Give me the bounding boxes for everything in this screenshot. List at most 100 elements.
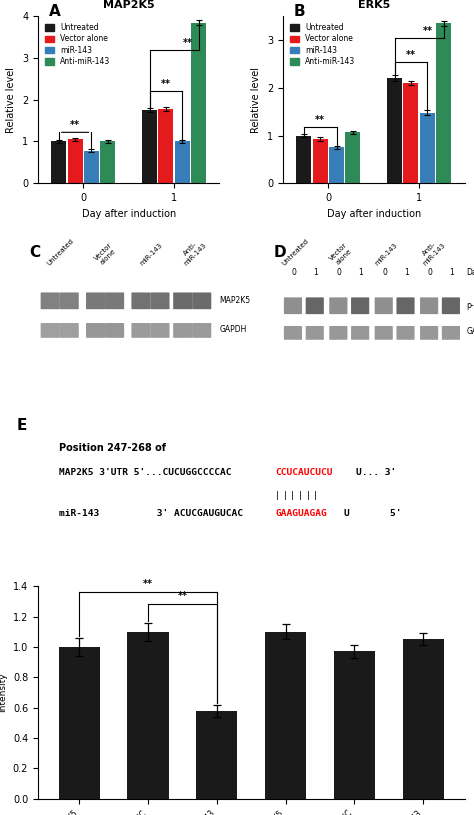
Bar (265, 632, 306, 799)
Text: Anti-
miR-143: Anti- miR-143 (417, 236, 447, 267)
FancyBboxPatch shape (105, 323, 124, 337)
Bar (84, 151, 99, 183)
Text: GAPDH: GAPDH (466, 327, 474, 336)
Text: CCUCAUCUCU: CCUCAUCUCU (275, 469, 333, 478)
Text: miR-143: miR-143 (374, 241, 399, 267)
Bar (334, 651, 375, 799)
Text: Untreated: Untreated (281, 237, 310, 267)
FancyBboxPatch shape (86, 323, 105, 337)
FancyBboxPatch shape (192, 323, 211, 337)
Text: p-ERK5: p-ERK5 (466, 302, 474, 311)
Text: Untreated: Untreated (46, 237, 75, 267)
Text: 1: 1 (404, 268, 409, 277)
Text: Position 247-268 of: Position 247-268 of (59, 443, 166, 453)
Text: **: ** (406, 50, 416, 59)
Text: 0: 0 (382, 268, 387, 277)
Text: C: C (29, 245, 40, 261)
Text: |: | (275, 491, 280, 500)
Text: Anti-
miR-143: Anti- miR-143 (178, 236, 208, 267)
Text: B: B (294, 4, 306, 20)
Bar (68, 139, 82, 183)
Bar (296, 135, 311, 183)
Text: D: D (274, 245, 287, 261)
Text: |: | (283, 491, 287, 500)
FancyBboxPatch shape (396, 326, 415, 340)
Text: 1: 1 (313, 268, 318, 277)
Bar (142, 110, 157, 183)
Text: GAAGUAGAG: GAAGUAGAG (275, 509, 327, 518)
Text: |: | (298, 491, 303, 500)
Text: E: E (17, 418, 27, 434)
FancyBboxPatch shape (442, 297, 460, 314)
Bar (196, 711, 237, 799)
Title: MAP2K5: MAP2K5 (103, 0, 155, 10)
Title: ERK5: ERK5 (357, 0, 390, 10)
Bar (51, 142, 66, 183)
FancyBboxPatch shape (150, 323, 170, 337)
FancyBboxPatch shape (306, 297, 324, 314)
FancyBboxPatch shape (60, 293, 79, 309)
FancyBboxPatch shape (329, 297, 347, 314)
Text: Vector
alone: Vector alone (93, 241, 118, 267)
FancyBboxPatch shape (351, 297, 369, 314)
Y-axis label: Relative level: Relative level (6, 67, 17, 133)
FancyBboxPatch shape (442, 326, 460, 340)
Bar (403, 83, 419, 183)
Text: **: ** (143, 579, 153, 589)
FancyBboxPatch shape (60, 323, 79, 337)
Text: U... 3': U... 3' (356, 469, 396, 478)
Text: 0: 0 (292, 268, 296, 277)
Bar (346, 132, 360, 183)
Text: |: | (290, 491, 295, 500)
Bar (158, 109, 173, 183)
Legend: Untreated, Vector alone, miR-143, Anti-miR-143: Untreated, Vector alone, miR-143, Anti-m… (287, 20, 358, 69)
Bar (100, 142, 115, 183)
Text: 1: 1 (449, 268, 454, 277)
FancyBboxPatch shape (420, 297, 438, 314)
FancyBboxPatch shape (105, 293, 124, 309)
Y-axis label: Relative EGFP/RFP
Intensity: Relative EGFP/RFP Intensity (0, 651, 7, 734)
Bar (313, 139, 328, 183)
Text: MAP2K5: MAP2K5 (219, 297, 251, 306)
Text: Vector
alone: Vector alone (328, 241, 354, 267)
Bar (387, 78, 402, 183)
X-axis label: Day after induction: Day after induction (82, 209, 176, 218)
Text: MAP2K5 3'UTR 5'...CUCUGGCCCCAC: MAP2K5 3'UTR 5'...CUCUGGCCCCAC (59, 469, 232, 478)
Text: **: ** (161, 79, 171, 90)
Text: **: ** (70, 121, 80, 130)
FancyBboxPatch shape (86, 293, 105, 309)
FancyBboxPatch shape (41, 293, 60, 309)
Bar (436, 24, 451, 183)
Text: **: ** (177, 592, 187, 601)
Text: 0: 0 (337, 268, 342, 277)
Text: miR-143          3' ACUCGAUGUCAC: miR-143 3' ACUCGAUGUCAC (59, 509, 243, 518)
Text: **: ** (182, 37, 193, 47)
Bar (420, 112, 435, 183)
FancyBboxPatch shape (192, 293, 211, 309)
FancyBboxPatch shape (374, 326, 393, 340)
Bar (329, 148, 344, 183)
FancyBboxPatch shape (131, 293, 150, 309)
Text: Day: Day (466, 267, 474, 277)
FancyBboxPatch shape (173, 293, 192, 309)
FancyBboxPatch shape (284, 297, 302, 314)
Text: **: ** (315, 115, 325, 125)
FancyBboxPatch shape (351, 326, 369, 340)
FancyBboxPatch shape (396, 297, 415, 314)
Text: A: A (49, 4, 61, 20)
Text: **: ** (423, 26, 433, 36)
Text: 1: 1 (359, 268, 364, 277)
FancyBboxPatch shape (420, 326, 438, 340)
FancyBboxPatch shape (41, 323, 60, 337)
Bar (59, 647, 100, 799)
FancyBboxPatch shape (173, 323, 192, 337)
Legend: Untreated, Vector alone, miR-143, Anti-miR-143: Untreated, Vector alone, miR-143, Anti-m… (42, 20, 113, 69)
Y-axis label: Relative level: Relative level (252, 67, 262, 133)
Bar (128, 632, 169, 799)
FancyBboxPatch shape (329, 326, 347, 340)
FancyBboxPatch shape (150, 293, 170, 309)
FancyBboxPatch shape (306, 326, 324, 340)
Text: GAPDH: GAPDH (219, 325, 247, 334)
FancyBboxPatch shape (284, 326, 302, 340)
Bar (175, 142, 190, 183)
